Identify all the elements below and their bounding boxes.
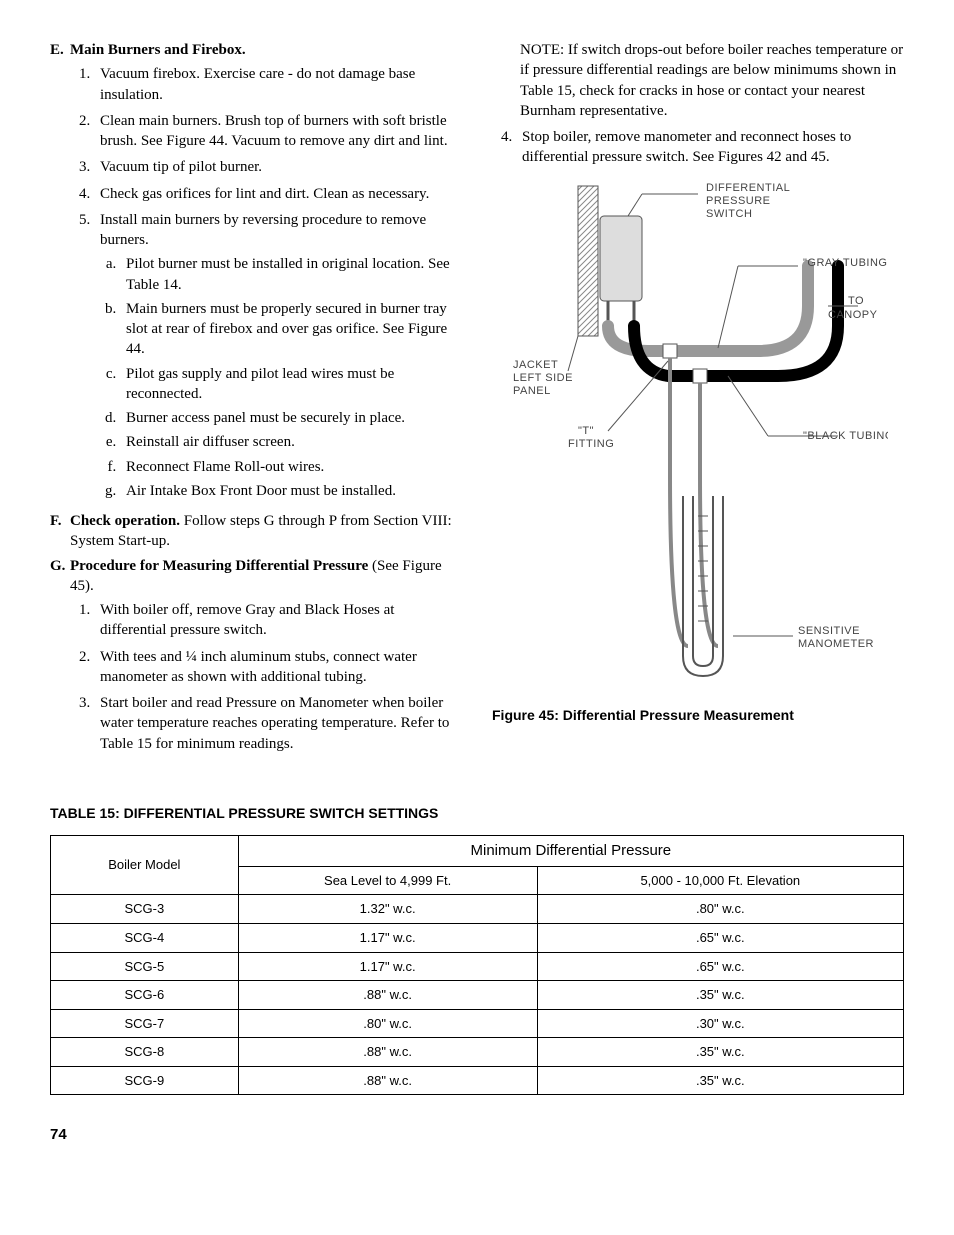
table-row: SCG-31.32" w.c..80" w.c. — [51, 895, 904, 924]
table-header: Sea Level to 4,999 Ft. — [238, 866, 537, 895]
section-f: F. Check operation. Follow steps G throu… — [50, 511, 462, 552]
svg-text:DIFFERENTIAL: DIFFERENTIAL — [706, 182, 790, 194]
section-letter: G. — [50, 556, 70, 760]
section-title: Main Burners and Firebox. — [70, 42, 246, 58]
table-row: SCG-41.17" w.c..65" w.c. — [51, 923, 904, 952]
svg-text:LEFT SIDE: LEFT SIDE — [513, 372, 573, 384]
list-item: Pilot gas supply and pilot lead wires mu… — [120, 364, 462, 405]
svg-text:"BLACK TUBING": "BLACK TUBING" — [803, 430, 888, 442]
list-item: Stop boiler, remove manometer and reconn… — [516, 127, 904, 168]
svg-text:FITTING: FITTING — [568, 438, 614, 450]
list-item: Reconnect Flame Roll-out wires. — [120, 457, 462, 477]
svg-text:TO: TO — [848, 295, 864, 307]
list-item-text: Install main burners by reversing proced… — [100, 212, 426, 248]
list-item: Burner access panel must be securely in … — [120, 408, 462, 428]
right-column: NOTE: If switch drops-out before boiler … — [492, 40, 904, 764]
list-item: Vacuum tip of pilot burner. — [94, 157, 462, 177]
section-title: Procedure for Measuring Differential Pre… — [70, 558, 368, 574]
section-g: G. Procedure for Measuring Differential … — [50, 556, 462, 760]
differential-pressure-diagram-icon: DIFFERENTIAL PRESSURE SWITCH "GRAY TUBIN… — [508, 176, 888, 696]
section-title: Check operation. — [70, 513, 180, 529]
list-item: Pilot burner must be installed in origin… — [120, 254, 462, 295]
svg-text:PANEL: PANEL — [513, 385, 551, 397]
section-g-list: With boiler off, remove Gray and Black H… — [72, 600, 462, 754]
table-header: 5,000 - 10,000 Ft. Elevation — [537, 866, 903, 895]
table-title: TABLE 15: DIFFERENTIAL PRESSURE SWITCH S… — [50, 804, 904, 823]
list-item: Main burners must be properly secured in… — [120, 299, 462, 360]
table-row: SCG-8.88" w.c..35" w.c. — [51, 1038, 904, 1067]
svg-text:SWITCH: SWITCH — [706, 208, 752, 220]
note-text: NOTE: If switch drops-out before boiler … — [520, 40, 904, 121]
svg-text:MANOMETER: MANOMETER — [798, 638, 874, 650]
list-item: Start boiler and read Pressure on Manome… — [94, 693, 462, 754]
svg-text:SENSITIVE: SENSITIVE — [798, 625, 860, 637]
figure-45-diagram: DIFFERENTIAL PRESSURE SWITCH "GRAY TUBIN… — [492, 176, 904, 696]
table-body: SCG-31.32" w.c..80" w.c. SCG-41.17" w.c.… — [51, 895, 904, 1095]
section-letter: F. — [50, 511, 70, 552]
list-item: With tees and ¼ inch aluminum stubs, con… — [94, 647, 462, 688]
svg-text:PRESSURE: PRESSURE — [706, 195, 771, 207]
list-item: Install main burners by reversing proced… — [94, 210, 462, 501]
section-e-list: Vacuum firebox. Exercise care - do not d… — [72, 64, 462, 501]
section-letter: E. — [50, 40, 70, 507]
figure-caption: Figure 45: Differential Pressure Measure… — [492, 706, 904, 725]
svg-text:"GRAY TUBING": "GRAY TUBING" — [803, 257, 888, 269]
table-header: Boiler Model — [51, 835, 239, 895]
section-e-sublist: Pilot burner must be installed in origin… — [100, 254, 462, 501]
list-item: Clean main burners. Brush top of burners… — [94, 111, 462, 152]
section-e: E. Main Burners and Firebox. Vacuum fire… — [50, 40, 462, 507]
list-item: Reinstall air diffuser screen. — [120, 432, 462, 452]
table-header: Minimum Differential Pressure — [238, 835, 903, 866]
svg-text:CANOPY: CANOPY — [828, 309, 878, 321]
list-item: Check gas orifices for lint and dirt. Cl… — [94, 184, 462, 204]
svg-text:JACKET: JACKET — [513, 359, 558, 371]
list-item: Air Intake Box Front Door must be instal… — [120, 481, 462, 501]
table-row: SCG-6.88" w.c..35" w.c. — [51, 981, 904, 1010]
table-row: SCG-9.88" w.c..35" w.c. — [51, 1066, 904, 1095]
list-item: With boiler off, remove Gray and Black H… — [94, 600, 462, 641]
svg-text:"T": "T" — [578, 425, 594, 437]
table-row: SCG-51.17" w.c..65" w.c. — [51, 952, 904, 981]
table-row: SCG-7.80" w.c..30" w.c. — [51, 1009, 904, 1038]
list-item: Vacuum firebox. Exercise care - do not d… — [94, 64, 462, 105]
left-column: E. Main Burners and Firebox. Vacuum fire… — [50, 40, 462, 764]
page-number: 74 — [50, 1125, 904, 1145]
right-list: Stop boiler, remove manometer and reconn… — [494, 127, 904, 168]
pressure-switch-table: Boiler Model Minimum Differential Pressu… — [50, 835, 904, 1096]
